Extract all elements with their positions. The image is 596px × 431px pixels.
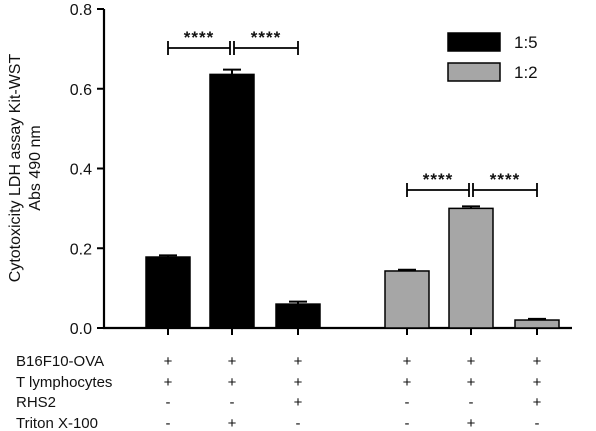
condition-label: RHS2 — [16, 394, 56, 411]
condition-sign: + — [467, 415, 476, 431]
legend-swatch — [447, 32, 501, 52]
condition-table: B16F10-OVA + + + + + + T lymphocytes + + + + + + RHS2 -… — [16, 353, 542, 431]
bar — [275, 303, 321, 329]
condition-sign: - — [405, 415, 410, 431]
bar — [384, 270, 430, 329]
significance-brackets: **** **** **** **** — [167, 28, 538, 197]
legend: 1:5 1:2 — [447, 32, 538, 82]
y-axis-label-line2: Abs 490 nm — [27, 125, 44, 210]
condition-sign: - — [469, 394, 474, 411]
condition-sign: + — [467, 353, 476, 370]
condition-sign: + — [164, 374, 173, 391]
condition-sign: + — [467, 374, 476, 391]
condition-label: Triton X-100 — [16, 415, 98, 431]
y-tick-label: 0.0 — [70, 321, 92, 338]
condition-sign: - — [166, 394, 171, 411]
condition-sign: + — [228, 353, 237, 370]
condition-sign: - — [296, 415, 301, 431]
condition-sign: + — [294, 394, 303, 411]
condition-sign: + — [533, 374, 542, 391]
bar — [145, 256, 191, 329]
condition-label: T lymphocytes — [16, 374, 112, 391]
y-axis-label-line1: Cytotoxicity LDH assay Kit-WST — [7, 54, 24, 283]
bars — [145, 68, 560, 329]
condition-sign: - — [230, 394, 235, 411]
bar — [448, 207, 494, 329]
condition-sign: + — [403, 353, 412, 370]
significance-label: **** — [423, 170, 453, 189]
legend-label: 1:2 — [514, 63, 538, 82]
condition-sign: + — [228, 374, 237, 391]
y-tick-label: 0.2 — [70, 241, 92, 258]
condition-sign: - — [405, 394, 410, 411]
condition-sign: + — [164, 353, 173, 370]
significance-label: **** — [490, 170, 520, 189]
condition-label: B16F10-OVA — [16, 353, 104, 370]
y-tick-label: 0.6 — [70, 82, 92, 99]
legend-swatch — [447, 62, 501, 82]
condition-sign: + — [533, 353, 542, 370]
condition-sign: + — [403, 374, 412, 391]
y-axis-label: Cytotoxicity LDH assay Kit-WST Abs 490 n… — [7, 54, 44, 283]
condition-sign: + — [294, 353, 303, 370]
legend-label: 1:5 — [514, 33, 538, 52]
bar — [514, 319, 560, 329]
bar — [209, 73, 255, 329]
significance-label: **** — [251, 28, 281, 47]
condition-sign: + — [228, 415, 237, 431]
significance-label: **** — [184, 28, 214, 47]
condition-sign: + — [294, 374, 303, 391]
condition-sign: + — [533, 394, 542, 411]
y-tick-label: 0.4 — [70, 162, 92, 179]
y-tick-label: 0.8 — [70, 2, 92, 19]
condition-sign: - — [166, 415, 171, 431]
condition-sign: - — [535, 415, 540, 431]
